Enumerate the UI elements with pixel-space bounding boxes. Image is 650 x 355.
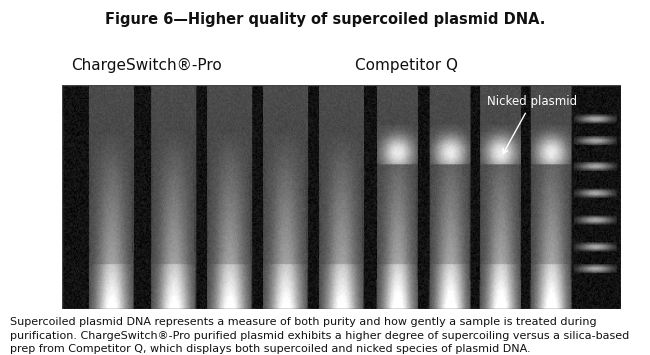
Text: prep from Competitor Q, which displays both supercoiled and nicked species of pl: prep from Competitor Q, which displays b… <box>10 344 530 354</box>
Text: Nicked plasmid: Nicked plasmid <box>487 95 577 154</box>
Text: purification. ChargeSwitch®-Pro purified plasmid exhibits a higher degree of sup: purification. ChargeSwitch®-Pro purified… <box>10 331 629 340</box>
Text: Supercoiled plasmid DNA represents a measure of both purity and how gently a sam: Supercoiled plasmid DNA represents a mea… <box>10 317 597 327</box>
Text: Competitor Q: Competitor Q <box>355 58 458 73</box>
Text: Figure 6—Higher quality of supercoiled plasmid DNA.: Figure 6—Higher quality of supercoiled p… <box>105 12 545 27</box>
Text: ChargeSwitch®-Pro: ChargeSwitch®-Pro <box>71 58 222 73</box>
Bar <box>62 85 621 309</box>
